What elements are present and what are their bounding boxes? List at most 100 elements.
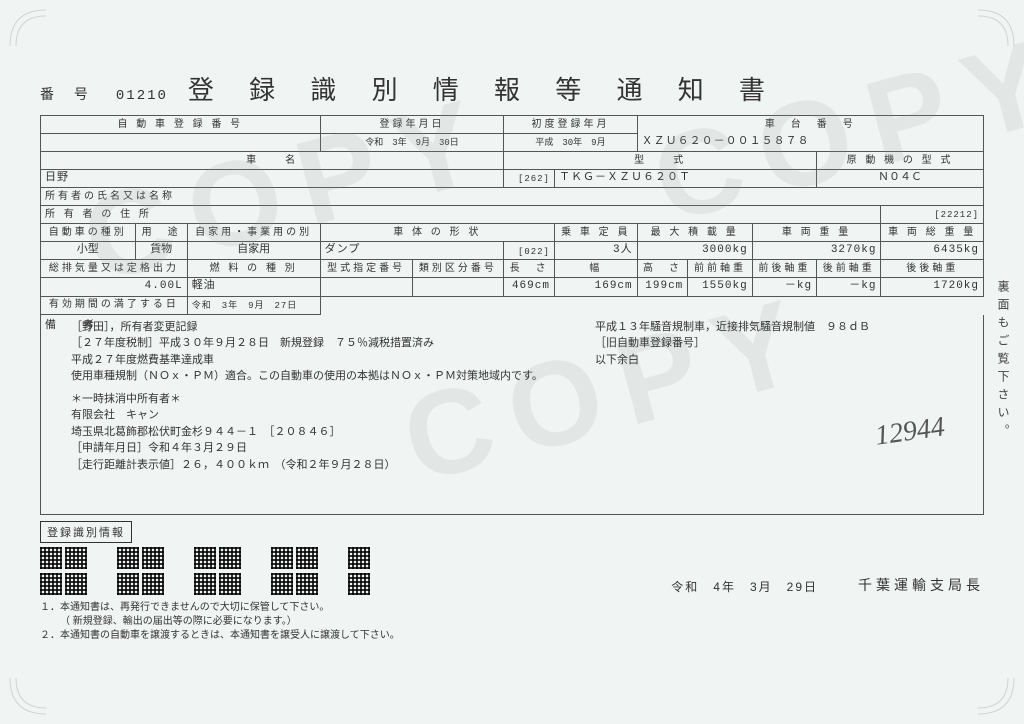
remark-line: ［旧自動車登録番号］ <box>595 335 975 352</box>
reg-info-label: 登録識別情報 <box>40 521 132 543</box>
label-owner-name: 所有者の氏名又は名称 <box>41 188 984 206</box>
qr-icon <box>348 573 370 595</box>
label-displacement: 総排気量又は定格出力 <box>41 260 188 278</box>
label-remarks: 備 考 <box>45 317 102 334</box>
corner-ornament <box>8 8 48 48</box>
val-displacement: 4.00L <box>41 278 188 296</box>
val-car-name: 日野 <box>41 170 504 188</box>
qr-icon <box>117 547 139 569</box>
label-vehicle-weight: 車 両 重 量 <box>752 224 881 242</box>
val-chassis-no: ＸＺＵ６２０－００１５８７８ <box>637 134 983 152</box>
label-use: 用 途 <box>135 224 187 242</box>
remark-line: ＊一時抹消中所有者＊ <box>71 391 565 408</box>
doc-number-label: 番 号 <box>40 84 96 104</box>
label-reg-no: 自 動 車 登 録 番 号 <box>41 116 321 134</box>
val-owner-addr-code: [22212] <box>881 206 984 224</box>
label-model: 型 式 <box>504 152 817 170</box>
val-model: ＴＫＧ－ＸＺＵ６２０Ｔ <box>554 170 816 188</box>
val-gross-weight: 6435kg <box>881 242 984 260</box>
qr-icon <box>117 573 139 595</box>
note-line: １．本通知書は、再発行できませんので大切に保管して下さい。 <box>40 601 984 615</box>
remarks-left: ［野田］，所有者変更記録 ［２７年度税制］平成３０年９月２８日 新規登録 ７５％… <box>71 319 565 474</box>
val-capacity: 3人 <box>554 242 637 260</box>
qr-icon <box>194 547 216 569</box>
label-fuel: 燃 料 の 種 別 <box>187 260 320 278</box>
label-width: 幅 <box>554 260 637 278</box>
val-rr-axle: 1720kg <box>881 278 984 296</box>
remark-line: ［走行距離計表示値］２６，４００ｋｍ （令和２年９月２８日） <box>71 457 565 474</box>
val-width: 169cm <box>554 278 637 296</box>
val-ff-axle: 1550kg <box>688 278 752 296</box>
authority: 千葉運輸支局長 <box>858 575 984 595</box>
val-engine-model: Ｎ０４Ｃ <box>817 170 984 188</box>
qr-icon <box>65 547 87 569</box>
label-owner-addr: 所 有 者 の 住 所 <box>41 206 881 224</box>
label-use-detail: 自家用・事業用の別 <box>187 224 320 242</box>
remarks-box: 備 考 ［野田］，所有者変更記録 ［２７年度税制］平成３０年９月２８日 新規登録… <box>40 315 984 515</box>
label-type-no: 型式指定番号 <box>320 260 412 278</box>
label-rr-axle: 後後軸重 <box>881 260 984 278</box>
label-body-shape: 車 体 の 形 状 <box>320 224 554 242</box>
remark-line: ［申請年月日］令和４年３月２９日 <box>71 440 565 457</box>
val-fr-axle: －kg <box>752 278 816 296</box>
val-reg-date: 令和 3年 9月 30日 <box>320 134 504 152</box>
remark-line: ［野田］，所有者変更記録 <box>71 319 565 336</box>
qr-area <box>40 547 370 569</box>
label-gross-weight: 車 両 総 重 量 <box>881 224 984 242</box>
label-chassis-no: 車 台 番 号 <box>637 116 983 134</box>
qr-icon <box>194 573 216 595</box>
label-ff-axle: 前前軸重 <box>688 260 752 278</box>
label-length: 長 さ <box>504 260 555 278</box>
qr-icon <box>219 573 241 595</box>
remarks-right: 平成１３年騒音規制車，近接排気騒音規制値 ９８ｄＢ ［旧自動車登録番号］ 以下余… <box>595 319 975 474</box>
qr-icon <box>296 573 318 595</box>
qr-icon <box>142 547 164 569</box>
label-rf-axle: 後前軸重 <box>817 260 881 278</box>
val-vehicle-weight: 3270kg <box>752 242 881 260</box>
label-car-name: 車 名 <box>41 152 504 170</box>
label-reg-date: 登録年月日 <box>320 116 504 134</box>
qr-icon <box>65 573 87 595</box>
qr-icon <box>219 547 241 569</box>
label-first-reg: 初度登録年月 <box>504 116 637 134</box>
corner-ornament <box>976 8 1016 48</box>
val-rf-axle: －kg <box>817 278 881 296</box>
val-body-code: [022] <box>504 242 555 260</box>
footer-notes: １．本通知書は、再発行できませんので大切に保管して下さい。 （ 新規登録、輸出の… <box>40 601 984 643</box>
remark-line: 使用車種規制（ＮＯｘ・ＰＭ）適合。この自動車の使用の本拠はＮＯｘ・ＰＭ対策地域内… <box>71 368 565 385</box>
remark-line: 有限会社 キャン <box>71 407 565 424</box>
val-max-load: 3000kg <box>637 242 752 260</box>
label-fr-axle: 前後軸重 <box>752 260 816 278</box>
val-use: 貨物 <box>135 242 187 260</box>
remark-line: 平成２７年度燃費基準達成車 <box>71 352 565 369</box>
val-reg-no <box>41 134 321 152</box>
footer-row: 登録識別情報 令和 4年 3月 29日 千葉運輸支局長 <box>40 521 984 595</box>
qr-icon <box>271 573 293 595</box>
doc-number: 01210 <box>116 88 168 104</box>
val-model-code: [262] <box>504 170 555 188</box>
qr-icon <box>296 547 318 569</box>
remark-line: 埼玉県北葛飾郡松伏町金杉９４４－１ ［２０８４６］ <box>71 424 565 441</box>
header: 番 号 01210 登 録 識 別 情 報 等 通 知 書 <box>40 70 984 107</box>
note-line: （ 新規登録、輸出の届出等の際に必要になります。） <box>40 615 984 629</box>
val-fuel: 軽油 <box>187 278 320 296</box>
val-type-no <box>320 278 412 296</box>
note-line: ２．本通知書の自動車を譲渡するときは、本通知書を譲受人に譲渡して下さい。 <box>40 629 984 643</box>
label-engine-model: 原 動 機 の 型 式 <box>817 152 984 170</box>
label-height: 高 さ <box>637 260 688 278</box>
corner-ornament <box>8 676 48 716</box>
main-table: 自 動 車 登 録 番 号 登録年月日 初度登録年月 車 台 番 号 令和 3年… <box>40 115 984 315</box>
val-body-shape: ダンプ <box>320 242 504 260</box>
val-expiry: 令和 3年 9月 27日 <box>187 296 320 314</box>
qr-icon <box>142 573 164 595</box>
label-capacity: 乗 車 定 員 <box>554 224 637 242</box>
val-first-reg: 平成 30年 9月 <box>504 134 637 152</box>
handwritten-number: 12944 <box>872 406 947 457</box>
label-max-load: 最 大 積 載 量 <box>637 224 752 242</box>
qr-icon <box>271 547 293 569</box>
corner-ornament <box>976 676 1016 716</box>
val-height: 199cm <box>637 278 688 296</box>
val-use-detail: 自家用 <box>187 242 320 260</box>
remark-line: 平成１３年騒音規制車，近接排気騒音規制値 ９８ｄＢ <box>595 319 975 336</box>
issue-date: 令和 4年 3月 29日 <box>671 578 818 595</box>
